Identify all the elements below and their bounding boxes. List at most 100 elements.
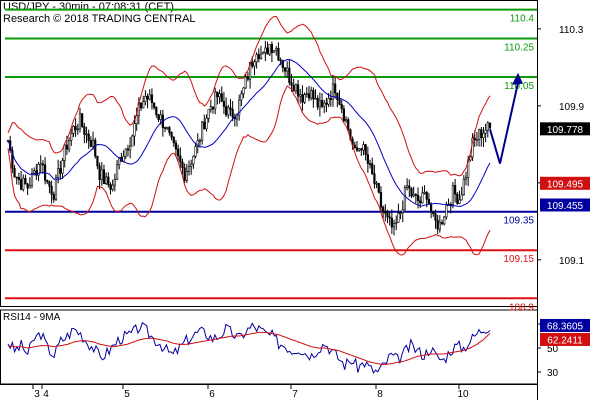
candle-body [109,184,112,190]
candle-body [255,54,258,62]
projection-arrow [489,82,519,164]
candle-body [91,139,95,147]
candle-body [196,140,199,147]
candle-body [434,213,437,221]
candle-body [163,127,167,129]
candle-body [203,121,206,130]
price-tag-bg-last [540,122,590,136]
candle-body [449,203,452,206]
candle-body [74,125,77,131]
candle-body [451,185,455,205]
candle-body [388,216,391,219]
price-tag-last: 109.778 [547,125,584,136]
candle-body [37,163,40,176]
candle-body [216,91,219,98]
candle-body [63,144,66,161]
candle-body [205,117,208,130]
candle-body [399,212,402,214]
rsi-line [7,322,491,374]
candle-body [454,185,457,195]
candle-body [294,84,297,92]
candle-body [329,98,332,100]
x-tick-label-2: 5 [124,389,130,400]
candle-body [373,173,376,184]
candle-body [283,67,287,72]
candle-body [368,163,372,165]
moving-average [7,58,491,207]
candle-body [303,94,306,103]
candle-body [177,148,180,157]
candle-body [307,93,311,99]
candle-body [57,168,60,178]
candle-body [279,59,282,62]
candle-body [19,179,23,190]
candle-body [50,185,53,195]
candle-body [174,142,178,150]
candle-body [486,122,489,131]
candle-body [469,156,472,161]
candle-body [266,47,269,55]
candle-body [377,183,380,193]
candle-body [157,114,160,120]
candle-body [323,102,326,107]
candle-body [102,169,106,184]
candle-body [414,194,417,196]
candle-body [222,100,226,107]
candle-body [229,107,232,110]
projection-arrowhead [512,72,523,85]
candle-body [305,93,308,95]
candle-body [257,54,260,59]
candle-body [170,132,173,138]
candle-body [214,91,217,110]
x-tick-label-1: 4 [43,389,49,400]
candle-body [436,219,439,230]
candle-body [251,61,254,67]
candle-body [253,61,256,67]
candle-body [96,155,99,167]
price-tag-bg-band [540,176,590,190]
candle-body [89,140,92,147]
level-label-0: 110.4 [510,14,535,25]
candle-body [371,163,374,174]
candle-body [355,147,359,151]
candle-body [129,145,132,151]
chart-copyright: Research © 2018 TRADING CENTRAL [3,13,196,25]
candle-body [460,194,463,201]
candle-body [410,187,413,197]
candle-body [85,133,88,136]
candle-body [72,125,75,134]
candle-body [126,148,130,151]
candle-body [412,194,415,197]
candle-body [299,94,302,97]
candle-body [15,176,18,179]
candle-body [224,106,228,116]
y-tick-label-1: 109.9 [559,102,584,113]
candle-body [432,211,435,215]
candle-body [488,122,492,129]
price-tag-ma: 109.455 [547,201,584,212]
candle-body [342,108,345,122]
candle-body [312,90,315,100]
candle-body [419,200,422,204]
candle-body [473,137,476,140]
candle-body [194,146,197,157]
candle-body [290,82,293,86]
candle-body [28,185,31,189]
candle-body [39,163,42,166]
candle-body [325,102,328,105]
candle-body [397,212,400,223]
candle-body [133,123,136,137]
candle-body [475,139,479,141]
candle-body [54,177,58,200]
candle-body [316,98,319,108]
candle-body [139,102,143,109]
candle-body [462,178,465,196]
candle-body [17,176,21,180]
rsi-panel-frame [0,309,538,385]
candle-body [52,193,55,200]
candle-body [100,169,103,180]
candle-body [246,76,250,80]
x-tick-label-6: 10 [457,389,469,400]
candle-body [198,139,202,142]
